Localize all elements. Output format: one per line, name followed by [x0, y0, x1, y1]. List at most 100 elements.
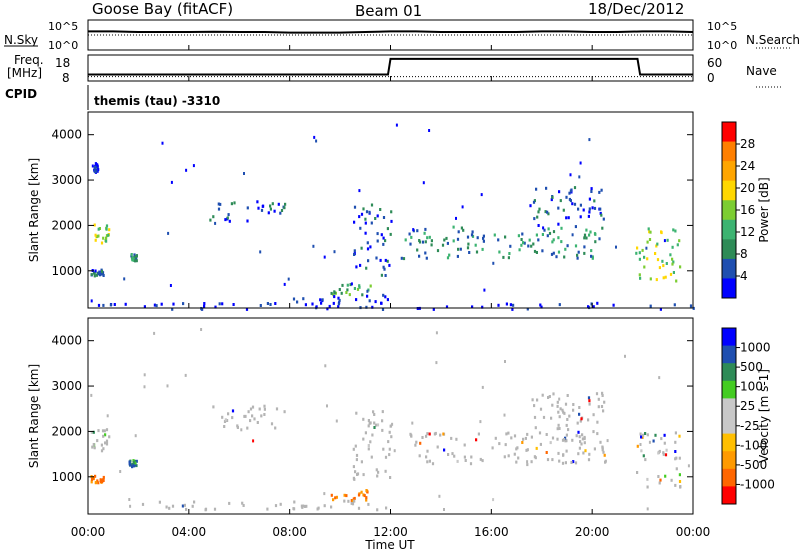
scatter-point: [674, 457, 677, 461]
scatter-point: [664, 474, 667, 478]
scatter-point: [590, 254, 593, 258]
scatter-point: [546, 210, 549, 214]
velocity-ylabel: Slant Range [km]: [27, 364, 41, 468]
scatter-point: [583, 245, 586, 249]
scatter-point: [369, 284, 372, 288]
scatter-point: [379, 208, 382, 211]
scatter-point: [366, 289, 369, 293]
scatter-point: [535, 446, 538, 450]
scatter-point: [579, 419, 582, 423]
scatter-point: [562, 453, 565, 457]
scatter-point: [384, 295, 387, 299]
scatter-point: [492, 261, 495, 265]
scatter-point: [532, 242, 535, 246]
scatter-point: [105, 236, 108, 240]
scatter-point: [530, 244, 533, 248]
scatter-point: [565, 449, 568, 453]
scatter-point: [587, 418, 590, 422]
scatter-point: [217, 207, 221, 211]
y-tick-label: 2000: [51, 218, 82, 232]
scatter-point: [360, 460, 363, 464]
scatter-point: [352, 465, 355, 469]
scatter-point: [302, 297, 305, 301]
scatter-point: [479, 457, 482, 461]
colorbar-segment: [722, 380, 736, 399]
scatter-point: [526, 463, 529, 467]
scatter-point: [96, 235, 99, 238]
scatter-point: [370, 221, 373, 225]
scatter-point: [135, 257, 138, 261]
scatter-point: [321, 298, 324, 302]
scatter-point: [545, 186, 548, 190]
scatter-point: [102, 434, 105, 438]
colorbar-tick-label: 100: [740, 380, 763, 394]
scatter-point: [455, 216, 457, 220]
scatter-point: [353, 249, 356, 253]
scatter-point: [371, 433, 374, 437]
scatter-point: [357, 506, 361, 510]
nave-tick-high: 60: [707, 56, 722, 70]
scatter-point: [592, 430, 595, 434]
scatter-point: [223, 420, 227, 423]
scatter-point: [416, 229, 419, 233]
scatter-point: [363, 494, 366, 498]
scatter-point: [90, 393, 93, 397]
scatter-point: [224, 218, 227, 222]
scatter-point: [258, 407, 261, 411]
scatter-point: [504, 360, 506, 363]
scatter-point: [365, 489, 368, 492]
scatter-point: [430, 239, 433, 243]
scatter-point: [584, 449, 587, 453]
scatter-point: [293, 500, 296, 504]
scatter-point: [368, 299, 371, 303]
scatter-point: [367, 419, 370, 422]
scatter-point: [373, 426, 376, 429]
scatter-point: [537, 210, 540, 214]
scatter-point: [560, 226, 563, 230]
scatter-point: [193, 500, 196, 504]
colorbar-segment: [722, 180, 736, 201]
scatter-point: [573, 202, 577, 206]
scatter-point: [566, 244, 569, 248]
scatter-point: [360, 212, 364, 216]
scatter-point: [641, 248, 644, 252]
colorbar-segment: [722, 141, 736, 162]
scatter-point: [367, 259, 370, 263]
scatter-point: [562, 208, 565, 212]
scatter-point: [547, 227, 550, 231]
scatter-point: [692, 306, 695, 310]
scatter-point: [676, 243, 679, 247]
scatter-point: [269, 303, 272, 306]
scatter-point: [368, 421, 371, 425]
scatter-point: [221, 415, 224, 419]
scatter-point: [256, 200, 259, 204]
scatter-point: [475, 250, 479, 254]
scatter-point: [448, 253, 451, 257]
scatter-point: [507, 454, 510, 458]
scatter-point: [212, 405, 215, 409]
scatter-point: [381, 308, 385, 311]
scatter-point: [357, 493, 361, 497]
scatter-point: [452, 225, 455, 229]
scatter-point: [595, 392, 599, 396]
scatter-point: [338, 298, 341, 302]
scatter-point: [328, 304, 331, 308]
scatter-point: [445, 236, 448, 240]
scatter-point: [481, 305, 484, 309]
scatter-point: [564, 439, 567, 443]
scatter-point: [311, 302, 314, 306]
scatter-point: [550, 252, 554, 256]
y-tick-label: 1000: [51, 264, 82, 278]
scatter-point: [332, 293, 335, 297]
scatter-point: [460, 226, 463, 230]
scatter-point: [93, 223, 96, 227]
scatter-point: [587, 458, 591, 462]
scatter-point: [603, 400, 606, 404]
scatter-point: [382, 236, 385, 240]
scatter-point: [384, 455, 388, 459]
scatter-point: [593, 206, 597, 210]
scatter-point: [343, 499, 346, 503]
scatter-point: [649, 304, 652, 308]
scatter-point: [389, 476, 392, 479]
scatter-point: [94, 238, 97, 242]
